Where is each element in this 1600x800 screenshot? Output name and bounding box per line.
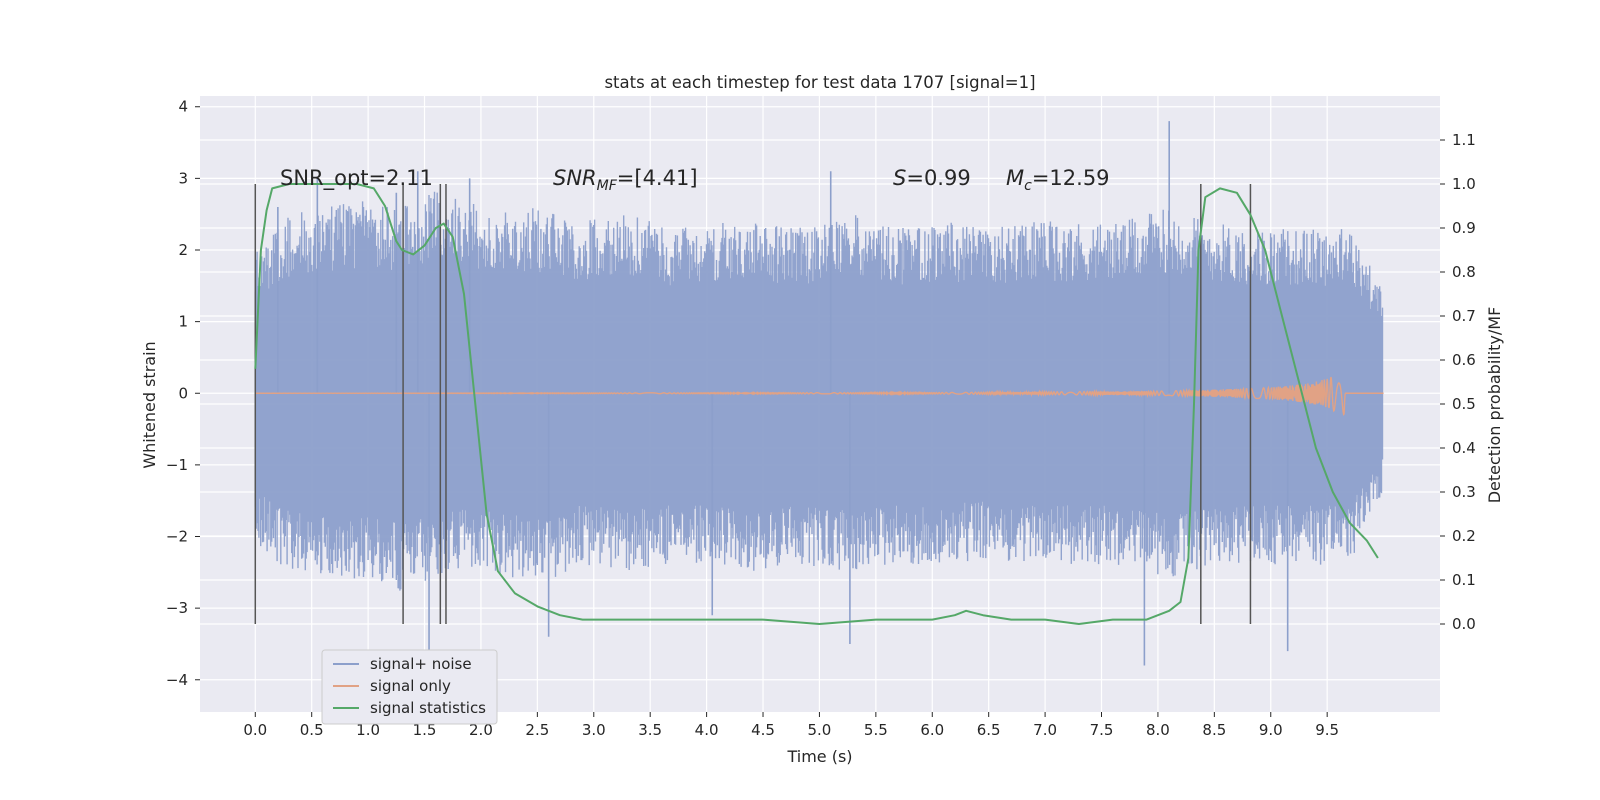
right-tick-label: 0.9: [1452, 219, 1476, 237]
legend: signal+ noise signal only signal statist…: [321, 649, 498, 725]
y-tick-label: −1: [166, 456, 188, 474]
x-tick-label: 0.0: [243, 721, 267, 739]
vertical-markers: [254, 184, 1252, 624]
series-signal-only: [255, 376, 1384, 416]
signal-statistics-line: [254, 183, 1379, 625]
right-tick-label: 1.1: [1452, 131, 1476, 149]
x-tick-label: 7.0: [1033, 721, 1057, 739]
right-tick-label: 1.0: [1452, 175, 1476, 193]
s-annotation: S=0.99: [893, 166, 971, 190]
x-tick-label: 0.5: [300, 721, 324, 739]
y-tick-label: −4: [166, 671, 188, 689]
y-tick-label: −3: [166, 599, 188, 617]
x-tick-label: 7.5: [1090, 721, 1114, 739]
right-tick-label: 0.0: [1452, 615, 1476, 633]
legend-box: [321, 649, 498, 725]
x-tick-label: 1.5: [413, 721, 437, 739]
x-tick-label: 4.5: [751, 721, 775, 739]
mc-annotation: Mc=12.59: [1006, 166, 1110, 194]
x-tick-label: 3.0: [582, 721, 606, 739]
y-tick-label: 2: [178, 241, 188, 259]
x-tick-label: 9.5: [1315, 721, 1339, 739]
right-tick-label: 0.6: [1452, 351, 1476, 369]
y-tick-label: 0: [178, 384, 188, 402]
x-tick-label: 4.0: [695, 721, 719, 739]
legend-label-signal-statistics: signal statistics: [370, 699, 486, 717]
signal-only-trace: [255, 376, 1384, 416]
snr-opt-annotation: SNR_opt=2.11: [280, 166, 433, 191]
y-tick-label: 3: [178, 169, 188, 187]
x-tick-label: 8.5: [1202, 721, 1226, 739]
y-axis-label: Whitened strain: [140, 341, 159, 468]
x-tick-label: 9.0: [1259, 721, 1283, 739]
x-tick-label: 6.0: [920, 721, 944, 739]
y-axis-ticks: −4 −3 −2 −1 0 1 2 3 4: [166, 98, 200, 689]
right-axis-ticks: 0.0 0.1 0.2 0.3 0.4 0.5 0.6 0.7 0.8 0.9 1.0 1.1: [1440, 131, 1476, 633]
x-tick-label: 3.5: [638, 721, 662, 739]
x-tick-label: 6.5: [977, 721, 1001, 739]
snr-mf-annotation: SNRMF=[4.41]: [553, 166, 698, 194]
right-tick-label: 0.1: [1452, 571, 1476, 589]
right-axis-label: Detection probability/MF: [1485, 307, 1504, 504]
right-tick-label: 0.4: [1452, 439, 1476, 457]
annotations: SNR_opt=2.11 SNRMF=[4.41] S=0.99 Mc=12.59: [280, 166, 1110, 194]
right-tick-label: 0.5: [1452, 395, 1476, 413]
legend-label-signal-only: signal only: [370, 677, 451, 695]
right-tick-label: 0.2: [1452, 527, 1476, 545]
x-tick-label: 5.5: [864, 721, 888, 739]
x-tick-label: 8.0: [1146, 721, 1170, 739]
right-tick-label: 0.3: [1452, 483, 1476, 501]
x-tick-label: 2.5: [525, 721, 549, 739]
series-signal-statistics: [254, 183, 1379, 625]
x-axis-label: Time (s): [786, 747, 852, 766]
right-tick-label: 0.8: [1452, 263, 1476, 281]
right-tick-label: 0.7: [1452, 307, 1476, 325]
x-tick-label: 1.0: [356, 721, 380, 739]
y-tick-label: 4: [178, 98, 188, 116]
legend-label-signal-noise: signal+ noise: [370, 655, 472, 673]
x-tick-label: 5.0: [808, 721, 832, 739]
chart-title: stats at each timestep for test data 170…: [604, 73, 1035, 92]
y-tick-label: −2: [166, 528, 188, 546]
x-axis-ticks: 0.0 0.5 1.0 1.5 2.0 2.5 3.0 3.5 4.0 4.5 5.0 5.5 6.0 6…: [243, 712, 1339, 739]
y-tick-label: 1: [178, 313, 188, 331]
x-tick-label: 2.0: [469, 721, 493, 739]
